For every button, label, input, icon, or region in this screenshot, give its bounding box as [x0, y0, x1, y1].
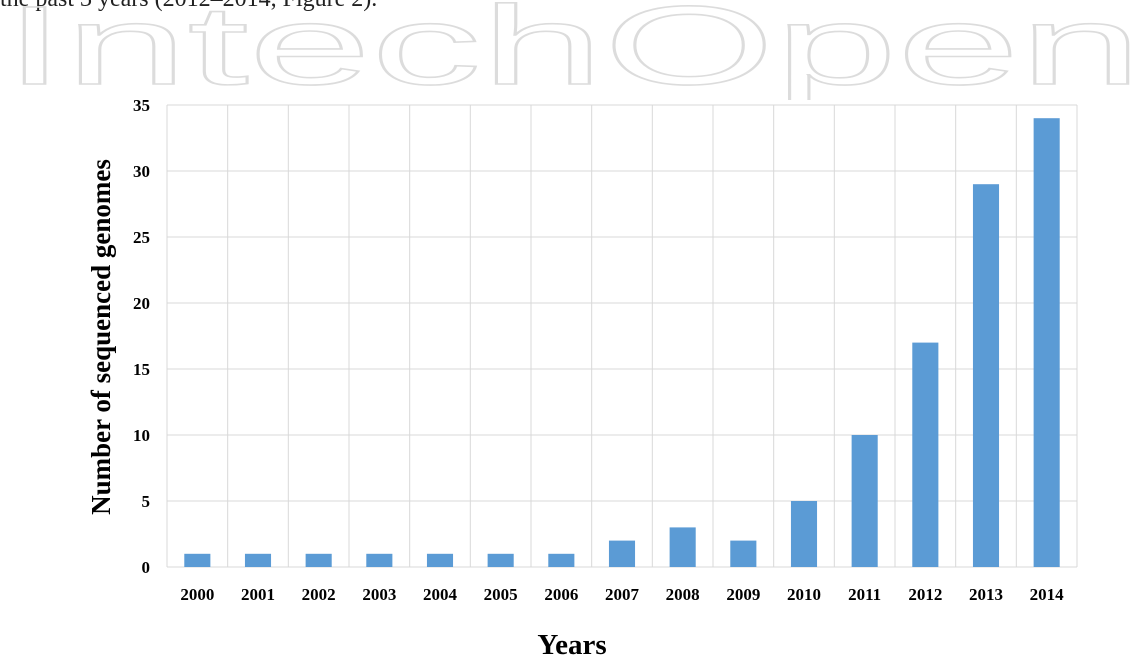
- y-tick-label: 10: [133, 426, 150, 445]
- x-tick-label: 2001: [241, 585, 275, 604]
- x-tick-label: 2009: [726, 585, 760, 604]
- y-tick-labels: 0 5 10 15 20 25 30 35: [133, 96, 150, 577]
- bar-2006: [548, 553, 575, 567]
- bar-2001: [244, 553, 272, 567]
- x-tick-label: 2011: [848, 585, 881, 604]
- x-tick-label: 2004: [423, 585, 458, 604]
- bar-2005: [487, 553, 514, 567]
- y-tick-label: 5: [142, 492, 151, 511]
- bar-2000: [184, 553, 211, 567]
- y-tick-label: 35: [133, 96, 150, 115]
- bar-2014: [1033, 118, 1060, 567]
- bar-2003: [366, 553, 393, 567]
- y-tick-label: 30: [133, 162, 150, 181]
- bar-2012: [912, 342, 939, 567]
- bar-2007: [608, 540, 636, 567]
- x-tick-labels: 2000 2001 2002 2003 2004 2005 2006 2007 2008 2009…: [180, 585, 1064, 604]
- y-tick-label: 0: [142, 558, 151, 577]
- x-tick-label: 2008: [666, 585, 700, 604]
- bar-2009: [730, 540, 757, 567]
- x-tick-label: 2000: [180, 585, 214, 604]
- bar-2013: [972, 184, 1000, 567]
- x-tick-label: 2012: [908, 585, 942, 604]
- x-tick-label: 2005: [484, 585, 518, 604]
- y-tick-label: 20: [133, 294, 150, 313]
- grid-lines: [166, 104, 1078, 568]
- x-tick-label: 2014: [1030, 585, 1065, 604]
- bar-2011: [851, 435, 878, 567]
- x-tick-label: 2006: [544, 585, 578, 604]
- page-top-text: the past 3 years (2012–2014, Figure 2).: [0, 0, 377, 13]
- x-tick-label: 2013: [969, 585, 1003, 604]
- x-tick-label: 2007: [605, 585, 640, 604]
- watermark-text: IntechOpen: [4, 0, 1142, 100]
- bar-2002: [305, 553, 332, 567]
- bars: [184, 118, 1060, 567]
- x-axis-title: Years: [537, 629, 606, 657]
- bar-2004: [426, 553, 454, 567]
- x-tick-label: 2002: [302, 585, 336, 604]
- y-tick-label: 15: [133, 360, 150, 379]
- x-tick-label: 2010: [787, 585, 821, 604]
- y-tick-label: 25: [133, 228, 150, 247]
- bar-2008: [669, 527, 696, 567]
- bar-2010: [790, 501, 818, 567]
- y-axis-title: Number of sequenced genomes: [86, 159, 116, 515]
- watermark-logo: IntechOpen: [3, 0, 1143, 100]
- x-tick-label: 2003: [362, 585, 396, 604]
